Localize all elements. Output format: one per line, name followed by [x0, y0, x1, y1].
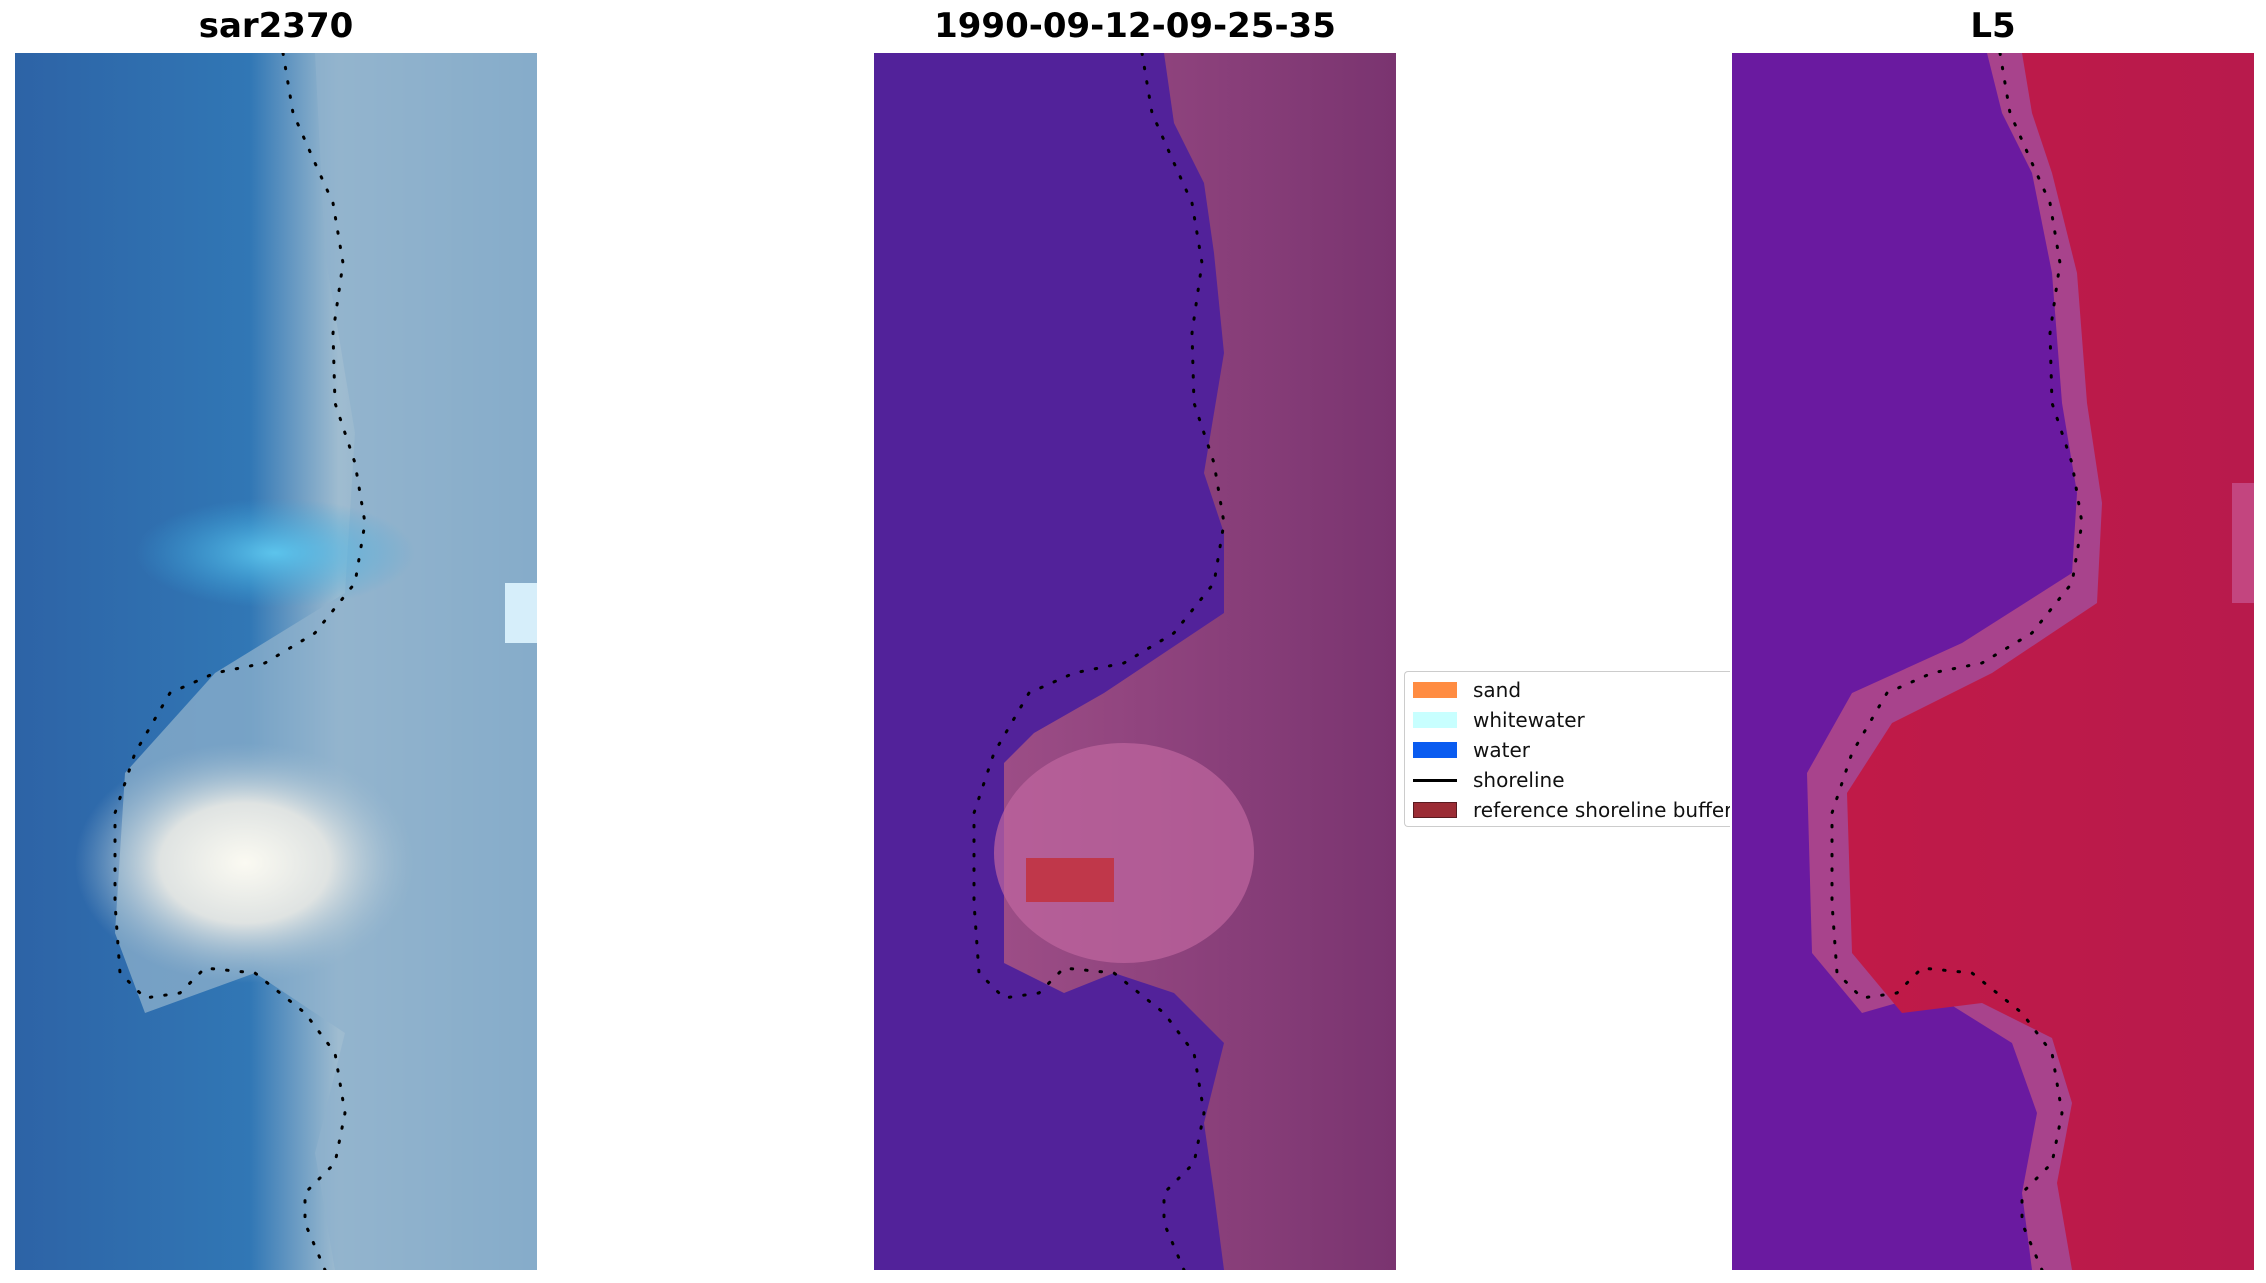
rgb-surf-patch: [75, 743, 415, 983]
index-land-region: [1847, 53, 2254, 1270]
class-buffer-patch: [1026, 858, 1114, 902]
legend-label: sand: [1473, 678, 1522, 702]
legend-label: water: [1473, 738, 1530, 762]
legend-swatch-whitewater: [1413, 712, 1457, 728]
classification-svg: [874, 53, 1396, 1270]
legend-label: whitewater: [1473, 708, 1585, 732]
class-light-patch: [994, 743, 1254, 963]
class-land-region: [1004, 53, 1396, 1270]
legend-item-water: water: [1413, 737, 1530, 763]
legend-label: shoreline: [1473, 768, 1565, 792]
index-svg: [1732, 53, 2254, 1270]
rgb-image-panel: [15, 53, 537, 1270]
legend-swatch-water: [1413, 742, 1457, 758]
rgb-bright-spot: [505, 583, 537, 643]
panel-title-index: L5: [1970, 6, 2016, 46]
index-light-strip: [2232, 483, 2254, 603]
index-panel: [1732, 53, 2254, 1270]
legend-item-shoreline: shoreline: [1413, 767, 1565, 793]
classification-panel: [874, 53, 1396, 1270]
legend: sand whitewater water shoreline referenc…: [1404, 671, 1730, 827]
legend-swatch-buffer: [1413, 802, 1457, 818]
legend-item-whitewater: whitewater: [1413, 707, 1585, 733]
legend-line-shoreline: [1413, 778, 1457, 782]
legend-item-sand: sand: [1413, 677, 1521, 703]
panel-title-classification: 1990-09-12-09-25-35: [934, 6, 1336, 46]
panel-title-rgb: sar2370: [198, 6, 354, 46]
legend-swatch-sand: [1413, 682, 1457, 698]
rgb-cyan-patch: [135, 498, 415, 608]
legend-label: reference shoreline buffer: [1473, 798, 1730, 822]
legend-item-buffer: reference shoreline buffer: [1413, 797, 1730, 823]
rgb-image-svg: [15, 53, 537, 1270]
